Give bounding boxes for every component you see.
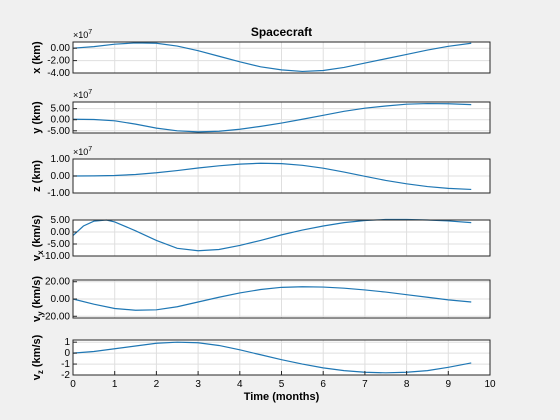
y-tick-label: 0.00 (51, 171, 71, 182)
y-tick-label: 0.00 (51, 115, 71, 126)
y-axis-label: y (km) (31, 101, 43, 134)
series-line (72, 162, 472, 191)
series-line (72, 341, 472, 374)
y-axis-label: z (km) (31, 160, 43, 192)
y-axis-label: vz (km/s) (31, 334, 45, 380)
series-line (72, 286, 472, 311)
axes-box (72, 219, 491, 257)
subplot-1: 0.00 -2.00-4.00 ×107 x (km) Spacecraft (31, 25, 491, 79)
x-tick-label: 2 (154, 379, 160, 390)
exponent-label: ×107 (73, 146, 92, 157)
y-tick-label: 0.00 (51, 294, 71, 305)
y-tick-label: -5.00 (47, 239, 70, 250)
x-tick-label: 8 (404, 379, 410, 390)
series-line (72, 102, 472, 133)
x-tick-label: 3 (195, 379, 201, 390)
grid-lines (72, 102, 491, 133)
x-tick-label: 5 (279, 379, 285, 390)
y-tick-label: -2.00 (47, 56, 70, 67)
x-tick-label: 1 (112, 379, 118, 390)
y-tick-label: 0.00 (51, 227, 71, 238)
axes-box (72, 101, 491, 134)
y-tick-label: 0.00 (51, 43, 71, 54)
x-tick-label: 7 (362, 379, 368, 390)
x-axis-label: Time (months) (244, 391, 320, 403)
exponent-label: ×107 (73, 89, 92, 100)
y-tick-label: 5.00 (51, 104, 71, 115)
x-tick-label: 4 (237, 379, 243, 390)
chart-title: Spacecraft (251, 25, 312, 39)
series-line (72, 42, 472, 73)
y-tick-label: 0 (64, 348, 70, 359)
x-tick-label: 0 (70, 379, 76, 390)
exponent-label: ×107 (73, 29, 92, 40)
y-tick-label: -4.00 (47, 68, 70, 79)
y-tick-label: 1 (64, 337, 70, 348)
subplot-3: 1.00 0.00 -1.00 ×107 z (km) (31, 146, 491, 199)
y-tick-label: 20.00 (45, 277, 70, 288)
subplot-2: 5.000.00-5.00 ×107 y (km) (31, 89, 491, 137)
y-tick-label: -1 (61, 359, 70, 370)
axes-box (72, 41, 491, 74)
y-tick-label: 5.00 (51, 215, 71, 226)
y-tick-label: -1.00 (47, 188, 70, 199)
y-axis-label: x (km) (31, 41, 43, 74)
x-tick-label: 10 (484, 379, 496, 390)
y-tick-label: -20.00 (42, 311, 71, 322)
y-tick-label: -2 (61, 370, 70, 381)
y-axis-label: vx (km/s) (31, 215, 45, 261)
x-tick-label: 6 (320, 379, 326, 390)
y-axis-label: vy (km/s) (31, 276, 45, 322)
y-tick-label: -10.00 (42, 251, 71, 262)
y-tick-label: -5.00 (47, 126, 70, 137)
y-tick-label: 1.00 (51, 154, 71, 165)
x-tick-label: 9 (446, 379, 452, 390)
